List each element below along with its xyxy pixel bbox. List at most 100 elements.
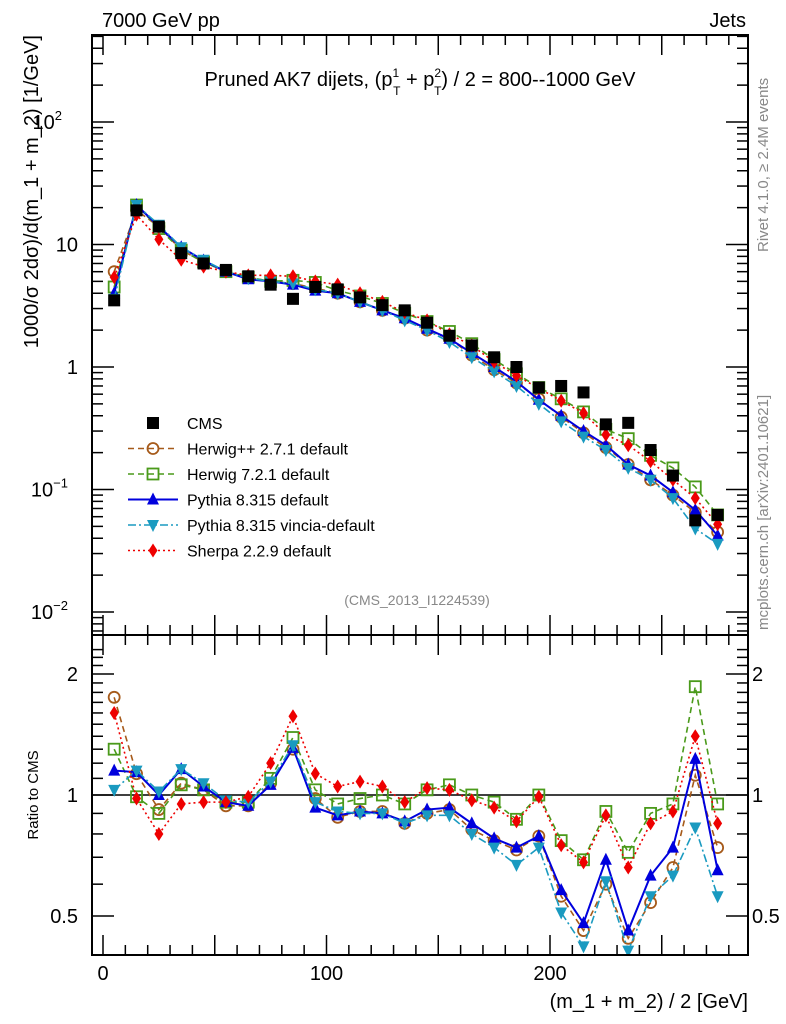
rivet-version-label: Rivet 4.1.0, ≥ 2.4M events xyxy=(755,78,772,252)
ratio-data-point xyxy=(666,840,679,853)
data-point xyxy=(711,538,724,551)
data-point xyxy=(646,454,656,469)
data-point xyxy=(532,381,545,394)
data-point xyxy=(264,278,277,291)
ratio-data-point xyxy=(355,774,365,789)
ratio-data-point xyxy=(109,705,119,720)
ratio-data-point xyxy=(353,792,367,805)
ratio-panel: 0.5 0.5 1 1 2 2 0 100 200 Ratio to CMS (m_1 + m… xyxy=(25,634,780,1013)
ratio-data-point xyxy=(465,816,478,829)
ratio-y-tick-label-left: 2 xyxy=(67,664,78,686)
data-point xyxy=(376,299,389,312)
ratio-data-point xyxy=(644,868,657,881)
series-line xyxy=(113,213,719,525)
ratio-series-line xyxy=(113,686,719,862)
ratio-data-point xyxy=(221,795,231,810)
ratio-data-point xyxy=(288,709,298,724)
main-series-layer xyxy=(107,198,725,551)
data-point xyxy=(510,361,523,373)
ratio-data-point xyxy=(489,800,499,815)
legend-marker xyxy=(146,442,160,455)
ratio-plot-frame xyxy=(91,634,749,956)
ratio-data-point xyxy=(510,859,523,872)
ratio-data-point xyxy=(711,891,724,904)
ratio-data-point xyxy=(197,778,210,791)
data-point xyxy=(488,351,501,364)
data-point xyxy=(599,445,612,458)
data-point xyxy=(623,438,633,453)
legend-label: CMS xyxy=(187,416,223,433)
legend-entry: Pythia 8.315 vincia-default xyxy=(128,518,375,535)
y-tick-label: 10−2 xyxy=(31,598,68,624)
ratio-data-point xyxy=(354,808,367,821)
series-pythia-8-315-default xyxy=(108,198,724,541)
ratio-data-point xyxy=(154,826,164,841)
ratio-data-point xyxy=(175,764,188,777)
data-point xyxy=(689,523,702,536)
ratio-data-point xyxy=(176,796,186,811)
legend-label: Pythia 8.315 default xyxy=(187,493,329,510)
ratio-data-point xyxy=(264,776,277,789)
data-point xyxy=(690,491,700,506)
ratio-data-point xyxy=(108,784,121,797)
data-point xyxy=(309,280,322,293)
x-tick-label: 100 xyxy=(310,963,343,985)
legend-entry: Herwig 7.2.1 default xyxy=(128,467,330,484)
ratio-axis-ticks xyxy=(92,635,748,955)
y-tick-label: 102 xyxy=(33,108,62,134)
ratio-data-point xyxy=(377,779,387,794)
data-point xyxy=(579,406,589,421)
data-point xyxy=(488,366,501,379)
ratio-data-point xyxy=(107,742,121,756)
data-point xyxy=(689,514,702,527)
ratio-y-tick-label-right: 2 xyxy=(752,664,763,686)
legend-marker xyxy=(147,417,159,429)
y-tick-label: 10 xyxy=(56,235,78,257)
ratio-series-line xyxy=(114,745,719,934)
data-point xyxy=(711,528,724,541)
legend-label: Sherpa 2.2.9 default xyxy=(187,544,332,561)
series-herwig-2-7-1-default xyxy=(107,203,725,539)
ratio-data-point xyxy=(376,808,389,821)
main-y-tick-labels: 10−2 10−1 1 10 102 xyxy=(31,108,78,624)
ratio-data-point xyxy=(690,729,700,744)
ratio-y-tick-label-left: 0.5 xyxy=(50,906,78,928)
ratio-data-point xyxy=(444,782,454,797)
legend-entry: Pythia 8.315 default xyxy=(128,492,329,510)
ratio-data-point xyxy=(465,828,478,841)
header-right-label: Jets xyxy=(709,10,746,32)
x-axis-label: (m_1 + m_2) / 2 [GeV] xyxy=(550,991,748,1013)
data-point xyxy=(666,493,679,506)
data-point xyxy=(532,398,545,411)
ratio-data-point xyxy=(711,863,724,876)
data-point xyxy=(555,416,568,429)
ratio-data-point xyxy=(108,763,121,776)
ratio-data-point xyxy=(689,751,702,764)
data-point xyxy=(443,329,456,342)
data-point xyxy=(421,316,434,329)
legend-label: Herwig 7.2.1 default xyxy=(187,467,330,484)
ratio-data-point xyxy=(713,816,723,831)
data-point xyxy=(556,393,566,408)
data-point xyxy=(398,304,411,317)
ratio-series-herwig-2-7-1-default xyxy=(107,690,725,945)
ratio-y-axis-label: Ratio to CMS xyxy=(25,750,42,839)
legend-entry: CMS xyxy=(147,416,223,433)
ratio-data-point xyxy=(488,842,501,855)
ratio-data-point xyxy=(622,923,635,936)
data-point xyxy=(354,291,367,304)
y-tick-label: 10−1 xyxy=(31,476,68,502)
ratio-series-layer xyxy=(107,680,725,954)
ratio-data-point xyxy=(623,860,633,875)
ratio-data-point xyxy=(579,855,589,870)
ratio-data-point xyxy=(132,791,142,806)
data-point xyxy=(465,352,478,365)
ratio-data-point xyxy=(266,756,276,771)
ratio-data-point xyxy=(555,907,568,920)
ratio-data-point xyxy=(646,816,656,831)
data-point xyxy=(510,380,523,393)
ratio-data-point xyxy=(421,810,434,823)
ratio-data-point xyxy=(599,852,612,865)
data-point xyxy=(154,232,164,247)
ratio-data-point xyxy=(443,810,456,823)
